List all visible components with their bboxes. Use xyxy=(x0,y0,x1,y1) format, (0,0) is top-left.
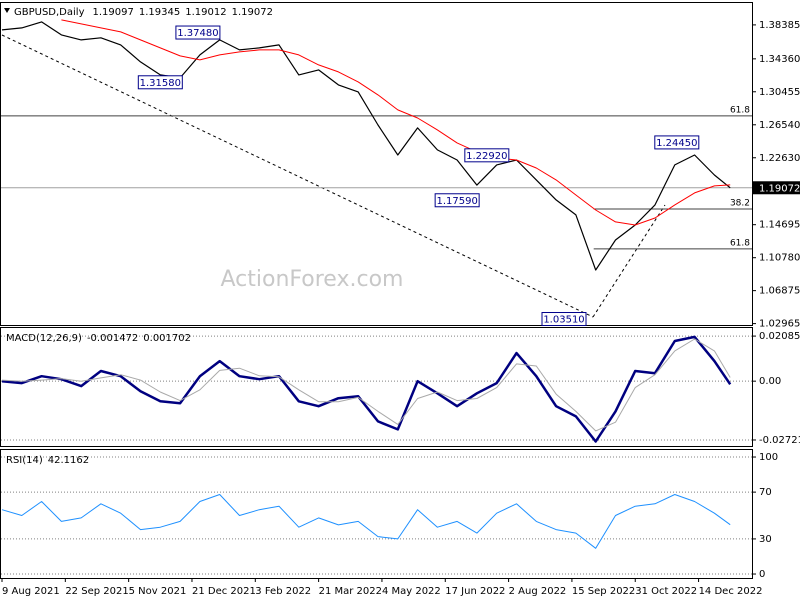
series-line xyxy=(1,21,731,271)
x-tick-label: 22 Sep 2021 xyxy=(65,586,128,597)
x-tick-label: 2 Aug 2022 xyxy=(509,586,567,597)
header-value: 1.19012 xyxy=(185,7,226,18)
watermark: ActionForex.com xyxy=(221,267,404,292)
y-tick-label: 30 xyxy=(759,534,772,545)
y-tick-label: 0 xyxy=(759,569,765,580)
trend-line xyxy=(1,34,594,318)
x-tick-label: 21 Dec 2021 xyxy=(192,586,256,597)
y-tick-label: 0.00 xyxy=(759,376,781,387)
rsi-panel xyxy=(0,449,753,579)
x-tick-label: 21 Mar 2022 xyxy=(319,586,382,597)
y-tick-label: 1.34360 xyxy=(759,54,800,65)
x-tick-label: 5 Nov 2021 xyxy=(129,586,187,597)
y-tick-label: 100 xyxy=(759,452,778,463)
y-tick-label: 1.06875 xyxy=(759,286,800,297)
y-tick-label: 70 xyxy=(759,487,772,498)
panel-title: MACD(12,26,9) xyxy=(6,333,82,344)
header-value: -0.001472 xyxy=(87,333,138,344)
annotation-label: 1.22920 xyxy=(466,151,507,162)
annotation-box xyxy=(654,135,700,150)
header-value: 1.19072 xyxy=(232,7,273,18)
annotation-box xyxy=(541,312,587,327)
annotation-label: 1.31580 xyxy=(140,78,181,89)
annotation-box xyxy=(434,193,480,208)
price-panel xyxy=(0,2,753,326)
menu-triangle xyxy=(4,8,10,13)
y-tick-label: 1.30455 xyxy=(759,87,800,98)
x-tick-label: 31 Oct 2022 xyxy=(635,586,697,597)
annotation-box xyxy=(175,25,221,40)
annotation-label: 1.37480 xyxy=(177,28,218,39)
y-tick-label: 1.38385 xyxy=(759,20,800,31)
x-tick-label: 15 Sep 2022 xyxy=(572,586,635,597)
y-tick-label: 1.26540 xyxy=(759,120,800,131)
trend-line xyxy=(592,204,666,318)
current-price-box xyxy=(753,181,800,195)
y-tick-label: 1.10780 xyxy=(759,253,800,264)
series-line xyxy=(1,494,731,549)
y-tick-label: -0.027213 xyxy=(759,435,800,446)
annotation-label: 1.03510 xyxy=(543,315,584,326)
x-tick-label: 14 Dec 2022 xyxy=(699,586,763,597)
macd-panel xyxy=(0,327,753,447)
annotation-label: 1.17590 xyxy=(436,196,477,207)
panel-header: RSI(14) 42.1162 xyxy=(6,455,89,466)
x-tick-label: 9 Aug 2021 xyxy=(2,586,60,597)
y-tick-label: 1.14695 xyxy=(759,220,800,231)
x-tick-label: 3 Feb 2022 xyxy=(255,586,311,597)
header-value: 1.19345 xyxy=(139,7,180,18)
series-line xyxy=(1,335,732,443)
annotation-box xyxy=(464,148,510,163)
series-line xyxy=(61,19,731,226)
fib-label: 61.8 xyxy=(730,105,750,115)
header-value: 0.001702 xyxy=(143,333,191,344)
x-tick-label: 17 Jun 2022 xyxy=(445,586,505,597)
y-tick-label: 0.020858 xyxy=(759,331,800,342)
annotation-box xyxy=(137,75,183,90)
y-tick-label: 1.22630 xyxy=(759,153,800,164)
panel-title: GBPUSD,Daily xyxy=(14,7,85,18)
fib-label: 38.2 xyxy=(730,198,750,208)
fib-label: 61.8 xyxy=(730,238,750,248)
annotation-label: 1.24450 xyxy=(656,138,697,149)
header-value: 1.19097 xyxy=(93,7,134,18)
panel-title: RSI(14) xyxy=(6,455,43,466)
panel-header: GBPUSD,Daily 1.19097 1.19345 1.19012 1.19072 xyxy=(14,7,273,18)
x-tick-label: 4 May 2022 xyxy=(382,586,441,597)
series-line xyxy=(1,338,731,432)
y-tick-label: 1.02965 xyxy=(759,319,800,330)
panel-header: MACD(12,26,9) -0.001472 0.001702 xyxy=(6,333,191,344)
header-value: 42.1162 xyxy=(48,455,89,466)
current-price-label: 1.19072 xyxy=(759,183,800,194)
